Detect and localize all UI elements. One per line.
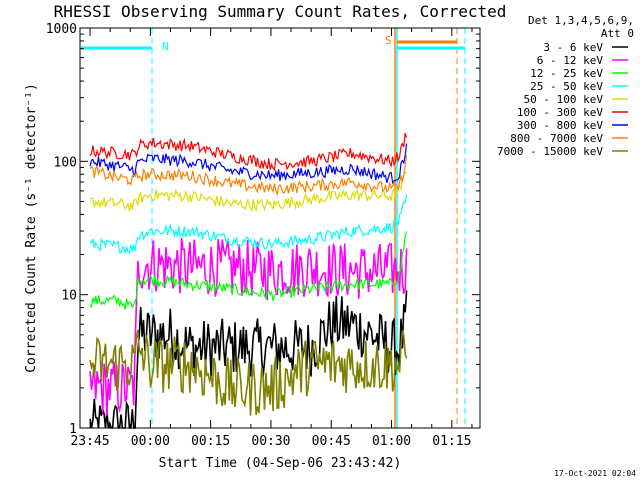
x-tick-label-6: 01:15 (432, 434, 471, 449)
y-axis-label: Corrected Count Rate (s⁻¹ detector⁻¹) (24, 83, 39, 373)
legend-label-5: 100 - 300 keV (517, 106, 603, 119)
legend-header-line-2: Att 0 (601, 27, 634, 40)
series-line-5 (89, 132, 408, 172)
x-tick-label-1: 00:00 (131, 434, 170, 449)
x-tick-label-4: 00:45 (312, 434, 351, 449)
legend-label-8: 7000 - 15000 keV (497, 145, 603, 158)
legend-label-7: 800 - 7000 keV (510, 132, 603, 145)
series-line-1 (89, 237, 408, 416)
x-tick-label-2: 00:15 (191, 434, 230, 449)
x-tick-label-3: 00:30 (251, 434, 290, 449)
series-layer (89, 132, 408, 429)
series-line-4 (89, 171, 407, 213)
y-tick-label-3: 1000 (46, 22, 77, 37)
series-line-8 (89, 329, 408, 416)
legend-label-3: 25 - 50 keV (530, 80, 603, 93)
y-tick-label-0: 1 (69, 422, 77, 437)
orbit-marker-s: S (385, 34, 392, 47)
chart-title: RHESSI Observing Summary Count Rates, Co… (54, 2, 507, 21)
x-tick-label-0: 23:45 (70, 434, 109, 449)
y-tick-label-1: 10 (61, 289, 77, 304)
legend-label-4: 50 - 100 keV (524, 93, 604, 106)
series-line-3 (89, 193, 408, 255)
orbit-overlays (81, 28, 466, 428)
x-axis-ticks: 23:45 00:00 00:15 00:30 00:45 01:00 01:15 (70, 28, 473, 449)
orbit-marker-n: N (162, 40, 169, 53)
x-axis-label: Start Time (04-Sep-06 23:43:42) (159, 456, 402, 471)
legend-label-1: 6 - 12 keV (537, 54, 604, 67)
x-tick-label-5: 01:00 (372, 434, 411, 449)
legend-label-6: 300 - 800 keV (517, 119, 603, 132)
legend-header-line-1: Det 1,3,4,5,6,9, (528, 14, 634, 27)
y-tick-label-2: 100 (54, 155, 77, 170)
y-axis-ticks: 1 10 100 1000 (46, 22, 480, 437)
series-line-6 (89, 143, 408, 185)
footer-date: 17-Oct-2021 02:04 (554, 469, 636, 478)
series-line-0 (89, 290, 408, 429)
legend-label-2: 12 - 25 keV (530, 67, 603, 80)
legend-label-0: 3 - 6 keV (543, 41, 603, 54)
series-line-7 (89, 155, 408, 197)
plot-frame (79, 27, 481, 429)
series-line-2 (89, 231, 408, 310)
